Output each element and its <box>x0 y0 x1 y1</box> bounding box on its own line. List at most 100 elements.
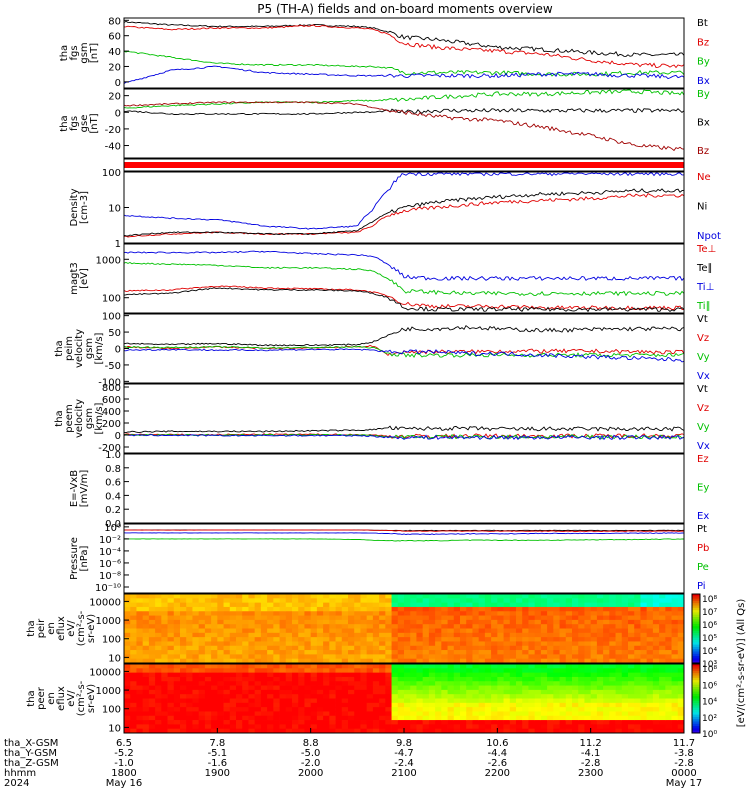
spectrogram-cell <box>279 702 287 708</box>
spectrogram-cell <box>198 720 206 725</box>
spectrogram-cell <box>472 658 480 664</box>
spectrogram-cell <box>528 632 536 638</box>
spectrogram-cell <box>223 654 231 660</box>
y-axis-label: tha fgs gse [nT] <box>59 113 100 133</box>
colorbar-segment <box>692 675 700 679</box>
spectrogram-cell <box>435 694 442 699</box>
spectrogram-cell <box>310 676 318 682</box>
spectrogram-cell <box>584 628 592 634</box>
spectrogram-cell <box>310 681 318 686</box>
colorbar-tick: 10² <box>702 714 717 724</box>
spectrogram-cell <box>130 664 137 669</box>
spectrogram-cell <box>217 650 224 655</box>
spectrogram-cell <box>509 689 517 695</box>
spectrogram-cell <box>248 681 256 686</box>
spectrogram-cell <box>540 611 548 616</box>
spectrogram-cell <box>217 676 224 682</box>
spectrogram-cell <box>285 619 293 625</box>
spectrogram-cell <box>236 685 243 691</box>
spectrogram-cell <box>341 606 349 612</box>
spectrogram-cell <box>310 724 318 730</box>
spectrogram-cell <box>422 628 430 634</box>
spectrogram-cell <box>285 728 293 734</box>
spectrogram-cell <box>316 681 324 686</box>
spectrogram-cell <box>553 724 560 730</box>
spectrogram-cell <box>173 619 181 625</box>
spectrogram-cell <box>198 668 206 674</box>
spectrogram-cell <box>397 619 405 625</box>
spectrogram-cell <box>484 611 492 616</box>
spectrogram-cell <box>565 654 573 660</box>
spectrogram-cell <box>167 641 175 647</box>
spectrogram-cell <box>522 658 529 664</box>
spectrogram-cell <box>603 698 610 704</box>
spectrogram-cell <box>167 615 175 621</box>
spectrogram-cell <box>304 645 312 651</box>
spectrogram-cell <box>590 694 598 699</box>
spectrogram-cell <box>659 654 666 660</box>
spectrogram-cell <box>578 615 585 621</box>
spectrogram-cell <box>553 641 560 647</box>
spectrogram-cell <box>528 702 536 708</box>
spectrogram-cell <box>298 628 305 634</box>
spectrogram-cell <box>547 654 554 660</box>
spectrogram-cell <box>652 724 660 730</box>
spectrogram-cell <box>124 676 131 682</box>
spectrogram-cell <box>609 658 616 664</box>
spectrogram-cell <box>273 676 280 682</box>
spectrogram-cell <box>628 728 635 734</box>
spectrogram-cell <box>553 720 560 725</box>
spectrogram-cell <box>565 606 573 612</box>
y-label-line: (cm²-s- <box>76 680 87 716</box>
spectrogram-cell <box>565 715 573 721</box>
spectrogram-cell <box>285 615 293 621</box>
spectrogram-cell <box>136 728 144 734</box>
spectrogram-cell <box>304 637 312 642</box>
spectrogram-cell <box>652 598 660 604</box>
spectrogram-cell <box>460 619 467 625</box>
spectrogram-cell <box>634 685 641 691</box>
spectrogram-cell <box>142 645 150 651</box>
spectrogram-cell <box>590 658 598 664</box>
spectrogram-cell <box>596 711 604 717</box>
x-tick-value: 9.8 <box>396 738 412 749</box>
spectrogram-cell <box>572 624 579 629</box>
spectrogram-cell <box>410 698 417 704</box>
spectrogram-cell <box>397 724 405 730</box>
spectrogram-cell <box>180 654 187 660</box>
spectrogram-cell <box>254 728 262 734</box>
spectrogram-cell <box>509 685 517 691</box>
spectrogram-cell <box>285 672 293 678</box>
spectrogram-cell <box>136 681 144 686</box>
spectrogram-cell <box>652 676 660 682</box>
spectrogram-cell <box>285 611 293 616</box>
spectrogram-cell <box>677 715 685 721</box>
spectrogram-cell <box>609 611 616 616</box>
spectrogram-cell <box>323 637 330 642</box>
spectrogram-cell <box>229 619 237 625</box>
spectrogram-cell <box>584 711 592 717</box>
spectrogram-cell <box>217 720 224 725</box>
spectrogram-cell <box>665 676 672 682</box>
spectrogram-cell <box>478 672 486 678</box>
spectrogram-cell <box>142 702 150 708</box>
spectrogram-cell <box>167 624 175 629</box>
spectrogram-cell <box>304 711 312 717</box>
spectrogram-cell <box>260 698 268 704</box>
spectrogram-cell <box>596 672 604 678</box>
spectrogram-cell <box>148 641 156 647</box>
y-label-line: peim <box>64 336 75 361</box>
spectrogram-cell <box>503 611 511 616</box>
spectrogram-cell <box>192 681 200 686</box>
spectrogram-cell <box>180 711 187 717</box>
spectrogram-cell <box>640 606 648 612</box>
spectrogram-cell <box>341 715 349 721</box>
spectrogram-cell <box>540 702 548 708</box>
spectrogram-cell <box>335 650 343 655</box>
spectrogram-cell <box>397 728 405 734</box>
y-tick-label: 0.8 <box>105 464 121 475</box>
spectrogram-cell <box>161 615 168 621</box>
spectrogram-cell <box>590 615 598 621</box>
spectrogram-cell <box>397 594 405 599</box>
